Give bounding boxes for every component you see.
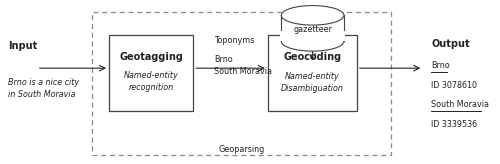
- Text: Brno
South Moravia: Brno South Moravia: [214, 55, 272, 76]
- Text: Toponyms: Toponyms: [214, 36, 254, 45]
- Text: Named-entity
Disambiguation: Named-entity Disambiguation: [281, 72, 344, 93]
- Text: Geotagging: Geotagging: [119, 52, 183, 62]
- Ellipse shape: [282, 32, 344, 51]
- Bar: [280, 31, 345, 41]
- Bar: [282, 15, 344, 41]
- Text: Output: Output: [432, 39, 470, 49]
- Text: Brno is a nice city
in South Moravia: Brno is a nice city in South Moravia: [8, 78, 79, 99]
- Text: gazetteer: gazetteer: [293, 25, 332, 34]
- Text: Brno: Brno: [432, 61, 450, 70]
- Text: Geoparsing: Geoparsing: [218, 145, 264, 154]
- Ellipse shape: [282, 6, 344, 25]
- Text: South Moravia: South Moravia: [432, 100, 490, 109]
- Text: ID 3339536: ID 3339536: [432, 120, 478, 129]
- FancyBboxPatch shape: [92, 12, 390, 155]
- Text: Input: Input: [8, 41, 37, 51]
- FancyBboxPatch shape: [109, 35, 193, 111]
- Text: ID 3078610: ID 3078610: [432, 81, 478, 90]
- Text: Geocoding: Geocoding: [284, 52, 342, 62]
- Text: Named-entity
recognition: Named-entity recognition: [124, 71, 178, 92]
- FancyBboxPatch shape: [268, 35, 357, 111]
